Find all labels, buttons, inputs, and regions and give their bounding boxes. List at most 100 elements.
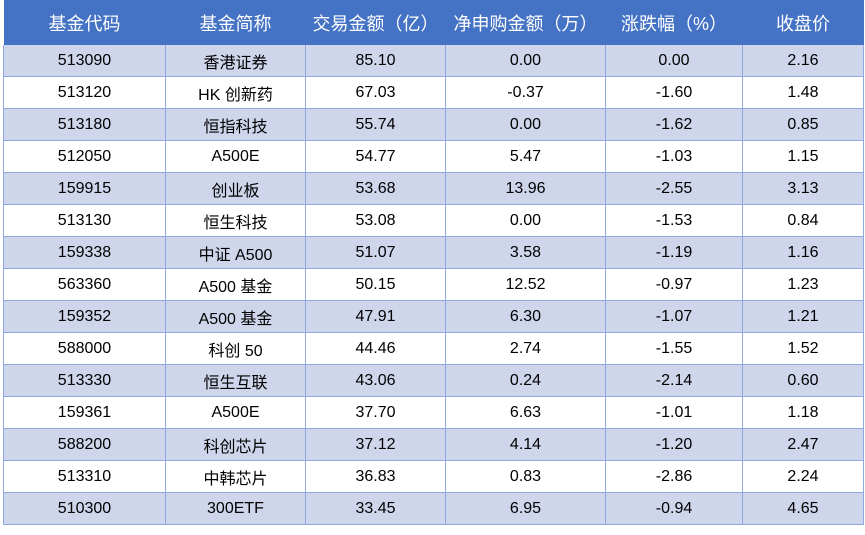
table-cell: -1.55 [605, 332, 743, 365]
table-cell: 0.85 [742, 108, 864, 141]
table-cell: 85.10 [305, 45, 446, 77]
table-cell: -1.60 [605, 76, 743, 109]
table-row: 588000 科创 50 44.46 2.74 -1.55 1.52 [3, 332, 864, 365]
table-cell: 0.84 [742, 204, 864, 237]
table-cell: -1.19 [605, 236, 743, 269]
table-row: 513310 中韩芯片 36.83 0.83 -2.86 2.24 [3, 460, 864, 493]
table-cell: 53.68 [305, 172, 446, 205]
table-cell: 香港证券 [165, 45, 306, 77]
table-cell: 55.74 [305, 108, 446, 141]
table-row: 159361 A500E 37.70 6.63 -1.01 1.18 [3, 396, 864, 429]
table-cell: HK 创新药 [165, 76, 306, 109]
table-cell: 1.15 [742, 140, 864, 173]
table-row: 513330 恒生互联 43.06 0.24 -2.14 0.60 [3, 364, 864, 397]
table-cell: -1.07 [605, 300, 743, 333]
table-cell: 1.23 [742, 268, 864, 301]
table-cell: 510300 [3, 492, 166, 525]
table-cell: 54.77 [305, 140, 446, 173]
header-row: 基金代码 基金简称 交易金额（亿） 净申购金额（万） 涨跌幅（%） 收盘价 [3, 0, 864, 45]
table-cell: 0.00 [445, 108, 606, 141]
table-cell: 33.45 [305, 492, 446, 525]
table-cell: 恒指科技 [165, 108, 306, 141]
table-cell: 37.70 [305, 396, 446, 429]
table-cell: 37.12 [305, 428, 446, 461]
table-cell: -1.03 [605, 140, 743, 173]
table-cell: 6.95 [445, 492, 606, 525]
table-cell: 44.46 [305, 332, 446, 365]
table-cell: -2.55 [605, 172, 743, 205]
table-cell: 513130 [3, 204, 166, 237]
table-cell: 中韩芯片 [165, 460, 306, 493]
table-cell: 563360 [3, 268, 166, 301]
table-cell: 3.58 [445, 236, 606, 269]
table-cell: 12.52 [445, 268, 606, 301]
header-cell: 净申购金额（万） [445, 0, 606, 45]
table-row: 513120 HK 创新药 67.03 -0.37 -1.60 1.48 [3, 76, 864, 109]
table-cell: 13.96 [445, 172, 606, 205]
table-cell: 创业板 [165, 172, 306, 205]
table-cell: 0.00 [445, 45, 606, 77]
table-cell: 43.06 [305, 364, 446, 397]
table-row: 513130 恒生科技 53.08 0.00 -1.53 0.84 [3, 204, 864, 237]
table-cell: 159915 [3, 172, 166, 205]
table-cell: 科创芯片 [165, 428, 306, 461]
table-cell: 51.07 [305, 236, 446, 269]
table-cell: 159338 [3, 236, 166, 269]
table-cell: -0.37 [445, 76, 606, 109]
table-row: 159915 创业板 53.68 13.96 -2.55 3.13 [3, 172, 864, 205]
table-row: 563360 A500 基金 50.15 12.52 -0.97 1.23 [3, 268, 864, 301]
table-cell: 1.18 [742, 396, 864, 429]
table-cell: 2.16 [742, 45, 864, 77]
table-cell: 159352 [3, 300, 166, 333]
table-cell: 1.16 [742, 236, 864, 269]
table-cell: A500 基金 [165, 300, 306, 333]
header-cell: 基金简称 [165, 0, 306, 45]
table-cell: A500E [165, 396, 306, 429]
table-row: 510300 300ETF 33.45 6.95 -0.94 4.65 [3, 492, 864, 525]
table-cell: 1.21 [742, 300, 864, 333]
table-cell: 159361 [3, 396, 166, 429]
table-cell: -0.94 [605, 492, 743, 525]
table-row: 513090 香港证券 85.10 0.00 0.00 2.16 [3, 45, 864, 77]
header-cell: 基金代码 [3, 0, 166, 45]
table-cell: 科创 50 [165, 332, 306, 365]
table-cell: 5.47 [445, 140, 606, 173]
header-cell: 收盘价 [742, 0, 864, 45]
table-row: 512050 A500E 54.77 5.47 -1.03 1.15 [3, 140, 864, 173]
table-cell: 4.65 [742, 492, 864, 525]
table-cell: 0.00 [445, 204, 606, 237]
header-cell: 涨跌幅（%） [605, 0, 743, 45]
table-cell: 513180 [3, 108, 166, 141]
table-cell: 36.83 [305, 460, 446, 493]
table-row: 159338 中证 A500 51.07 3.58 -1.19 1.16 [3, 236, 864, 269]
table-cell: 512050 [3, 140, 166, 173]
table-cell: 1.52 [742, 332, 864, 365]
table-cell: 0.83 [445, 460, 606, 493]
table-cell: A500E [165, 140, 306, 173]
table-cell: 1.48 [742, 76, 864, 109]
table-cell: 0.60 [742, 364, 864, 397]
table-cell: 513330 [3, 364, 166, 397]
table-cell: 53.08 [305, 204, 446, 237]
table-cell: 0.24 [445, 364, 606, 397]
table-cell: -2.14 [605, 364, 743, 397]
header-cell: 交易金额（亿） [305, 0, 446, 45]
table-cell: 3.13 [742, 172, 864, 205]
table-cell: 2.47 [742, 428, 864, 461]
table-row: 588200 科创芯片 37.12 4.14 -1.20 2.47 [3, 428, 864, 461]
table-row: 159352 A500 基金 47.91 6.30 -1.07 1.21 [3, 300, 864, 333]
table-cell: 588200 [3, 428, 166, 461]
table-cell: -1.01 [605, 396, 743, 429]
table-body: 513090 香港证券 85.10 0.00 0.00 2.16 513120 HK 创新药 6… [3, 45, 864, 525]
table-cell: -0.97 [605, 268, 743, 301]
table-cell: 2.74 [445, 332, 606, 365]
table-cell: 513120 [3, 76, 166, 109]
table-cell: 513310 [3, 460, 166, 493]
table-cell: A500 基金 [165, 268, 306, 301]
table-cell: 恒生互联 [165, 364, 306, 397]
table-cell: 0.00 [605, 45, 743, 77]
table-cell: 2.24 [742, 460, 864, 493]
table-cell: -1.20 [605, 428, 743, 461]
table-cell: -1.53 [605, 204, 743, 237]
